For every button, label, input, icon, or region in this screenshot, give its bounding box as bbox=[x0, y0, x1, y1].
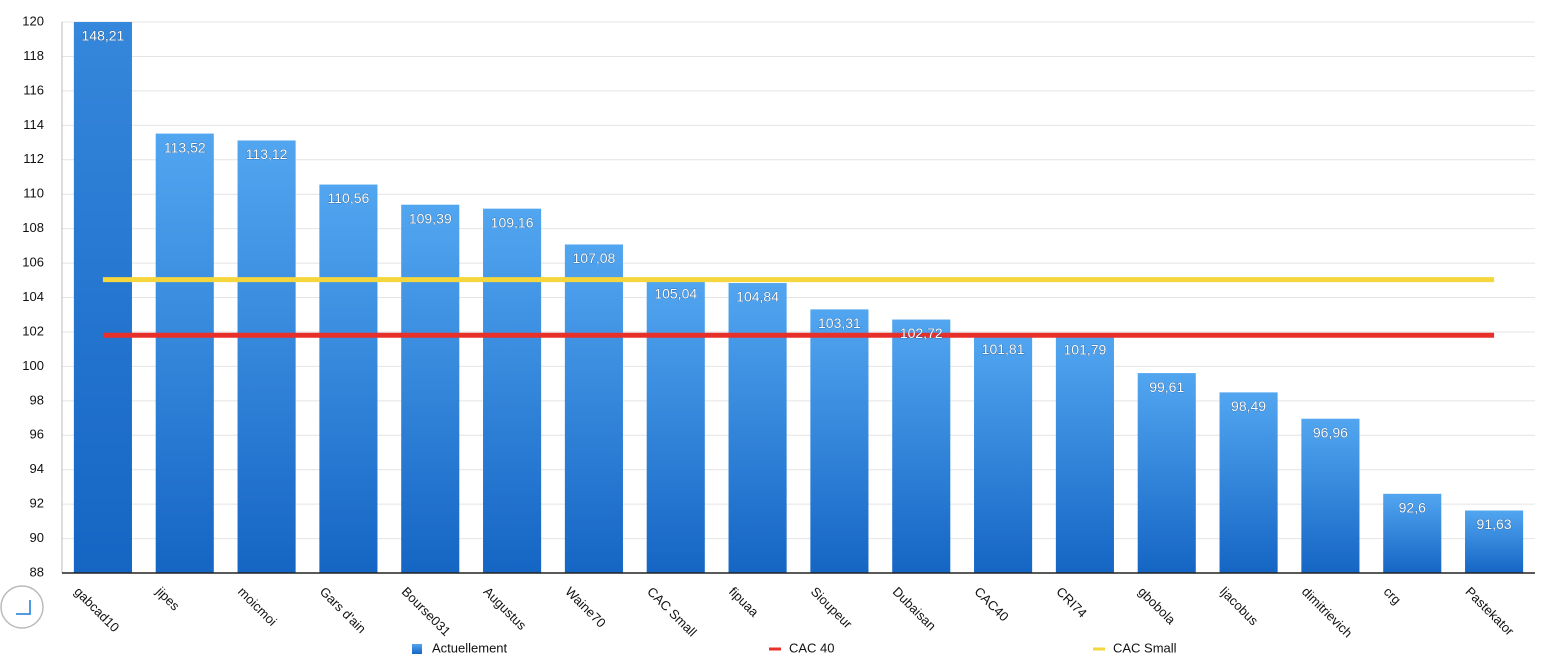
value-label: 148,21 bbox=[82, 28, 125, 44]
x-tick-label: Sioupeur bbox=[808, 584, 856, 632]
plot-area bbox=[73, 22, 1524, 573]
value-label: 92,6 bbox=[1399, 499, 1426, 515]
bar bbox=[728, 283, 787, 573]
y-tick-label: 96 bbox=[30, 427, 44, 442]
y-tick-label: 98 bbox=[30, 392, 44, 407]
legend-swatch bbox=[412, 644, 422, 654]
bar bbox=[810, 309, 869, 573]
value-label: 113,52 bbox=[164, 139, 206, 155]
value-label: 105,04 bbox=[654, 285, 697, 301]
y-tick-label: 112 bbox=[23, 151, 44, 166]
bar bbox=[319, 184, 378, 573]
y-tick-label: 116 bbox=[23, 82, 44, 97]
bar bbox=[1137, 373, 1196, 573]
bar bbox=[73, 22, 132, 573]
legend-label: Actuellement bbox=[432, 640, 508, 655]
x-tick-label: Bourse031 bbox=[399, 584, 454, 639]
y-tick-label: 94 bbox=[30, 461, 44, 476]
bar bbox=[237, 140, 296, 573]
x-tick-label: dimitrievich bbox=[1299, 584, 1356, 641]
bar bbox=[1465, 510, 1524, 573]
value-label: 110,56 bbox=[328, 190, 370, 206]
x-tick-label: crg bbox=[1381, 584, 1404, 607]
bar bbox=[564, 244, 623, 573]
x-tick-label: fipuaa bbox=[726, 584, 762, 620]
bar bbox=[1301, 418, 1360, 573]
x-tick-label: Augustus bbox=[481, 584, 530, 633]
y-tick-label: 114 bbox=[23, 117, 44, 132]
value-label: 91,63 bbox=[1477, 516, 1512, 532]
value-label: 113,12 bbox=[246, 146, 288, 162]
bar bbox=[646, 279, 705, 573]
y-tick-label: 92 bbox=[30, 496, 44, 511]
bar bbox=[974, 335, 1033, 573]
x-tick-label: CAC40 bbox=[972, 584, 1012, 624]
value-label: 102,72 bbox=[900, 325, 943, 341]
bar bbox=[1055, 335, 1114, 573]
x-tick-label: moicmoi bbox=[235, 584, 280, 629]
y-tick-label: 90 bbox=[30, 530, 44, 545]
y-tick-label: 88 bbox=[30, 564, 44, 579]
x-tick-label: gabcad10 bbox=[71, 584, 122, 635]
y-tick-label: 102 bbox=[22, 323, 44, 338]
bar bbox=[1383, 493, 1442, 573]
value-label: 99,61 bbox=[1149, 379, 1184, 395]
x-tick-label: Pastekator bbox=[1463, 584, 1518, 639]
value-label: 104,84 bbox=[736, 289, 779, 305]
y-tick-label: 118 bbox=[23, 48, 44, 63]
corner-icon[interactable] bbox=[0, 585, 44, 629]
value-label: 96,96 bbox=[1313, 424, 1348, 440]
y-tick-label: 108 bbox=[22, 220, 44, 235]
y-tick-label: 106 bbox=[22, 255, 44, 270]
bar bbox=[892, 319, 951, 573]
legend-label: CAC 40 bbox=[789, 640, 835, 655]
y-tick-label: 104 bbox=[22, 289, 44, 304]
bar bbox=[483, 208, 542, 573]
x-tick-label: CRI74 bbox=[1053, 584, 1090, 621]
x-tick-label: CAC Small bbox=[644, 584, 700, 640]
value-label: 109,39 bbox=[409, 210, 452, 226]
value-label: 101,79 bbox=[1064, 341, 1107, 357]
bar bbox=[1219, 392, 1278, 573]
value-label: 107,08 bbox=[573, 250, 616, 266]
value-label: 103,31 bbox=[818, 315, 861, 331]
value-label: 109,16 bbox=[491, 214, 534, 230]
x-tick-label: Waine70 bbox=[562, 584, 609, 631]
x-tick-label: jipes bbox=[152, 583, 183, 614]
value-label: 101,81 bbox=[982, 341, 1025, 357]
legend-label: CAC Small bbox=[1113, 640, 1177, 655]
x-tick-label: Dubaisan bbox=[890, 584, 939, 633]
x-tick-label: gbobola bbox=[1135, 584, 1179, 628]
y-tick-label: 100 bbox=[22, 358, 44, 373]
x-tick-label: Gars d'ain bbox=[317, 584, 369, 636]
x-tick-label: ljacobus bbox=[1217, 584, 1262, 629]
bar bbox=[401, 204, 460, 573]
bar bbox=[155, 133, 214, 573]
y-tick-label: 120 bbox=[22, 13, 44, 28]
y-tick-label: 110 bbox=[23, 186, 44, 201]
value-label: 98,49 bbox=[1231, 398, 1266, 414]
